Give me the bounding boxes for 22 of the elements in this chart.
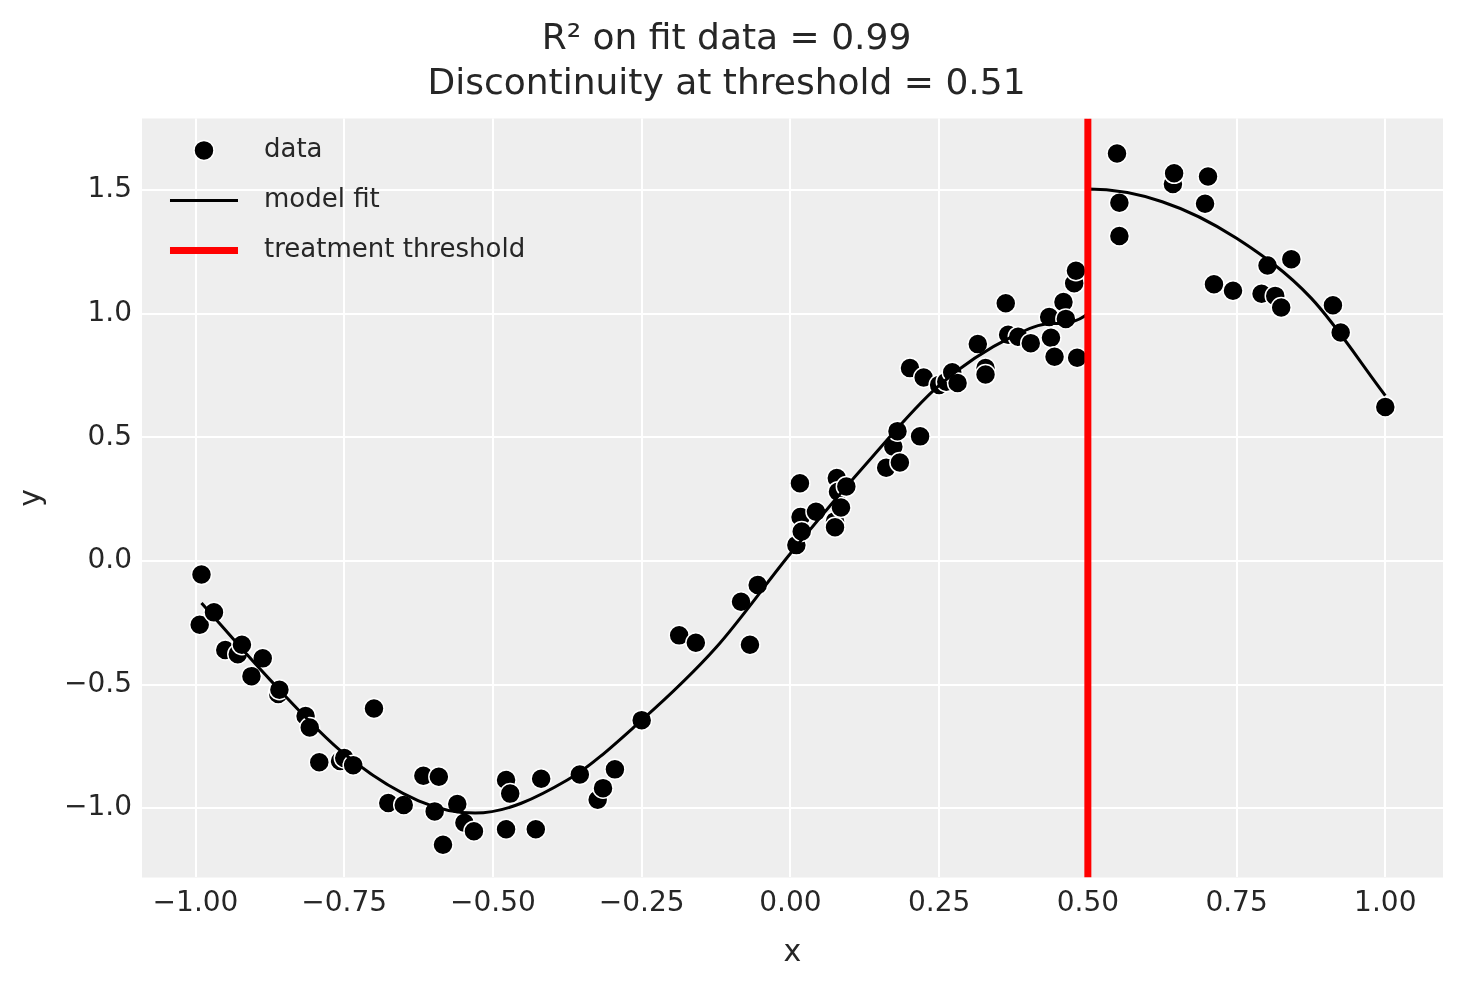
x-tick-label: 0.00 — [759, 885, 822, 919]
chart-subtitle: Discontinuity at threshold = 0.51 — [427, 61, 1026, 103]
legend-label: treatment threshold — [263, 233, 526, 264]
x-axis-title: x — [783, 932, 802, 968]
x-tick-label: 1.00 — [1354, 885, 1417, 919]
x-tick-label: 0.75 — [1205, 885, 1268, 919]
y-tick-label: −0.5 — [63, 665, 132, 699]
chart-title: R² on fit data = 0.99 — [541, 15, 912, 57]
y-axis-title: y — [11, 489, 47, 507]
legend-label: data — [263, 133, 323, 164]
y-tick-label: 0.0 — [87, 542, 132, 576]
legend-label: model fit — [263, 183, 380, 214]
y-tick-label: 0.5 — [87, 418, 132, 452]
x-tick-label: −0.25 — [598, 885, 685, 919]
x-tick-label: 0.50 — [1056, 885, 1120, 919]
x-tick-label: −0.75 — [301, 885, 388, 919]
x-tick-label: −0.50 — [450, 885, 536, 919]
y-tick-label: 1.0 — [87, 294, 132, 328]
x-tick-label: 0.25 — [907, 885, 971, 919]
y-tick-label: −1.0 — [63, 789, 132, 823]
x-tick-label: −1.00 — [152, 885, 239, 919]
y-tick-label: 1.5 — [87, 171, 132, 205]
